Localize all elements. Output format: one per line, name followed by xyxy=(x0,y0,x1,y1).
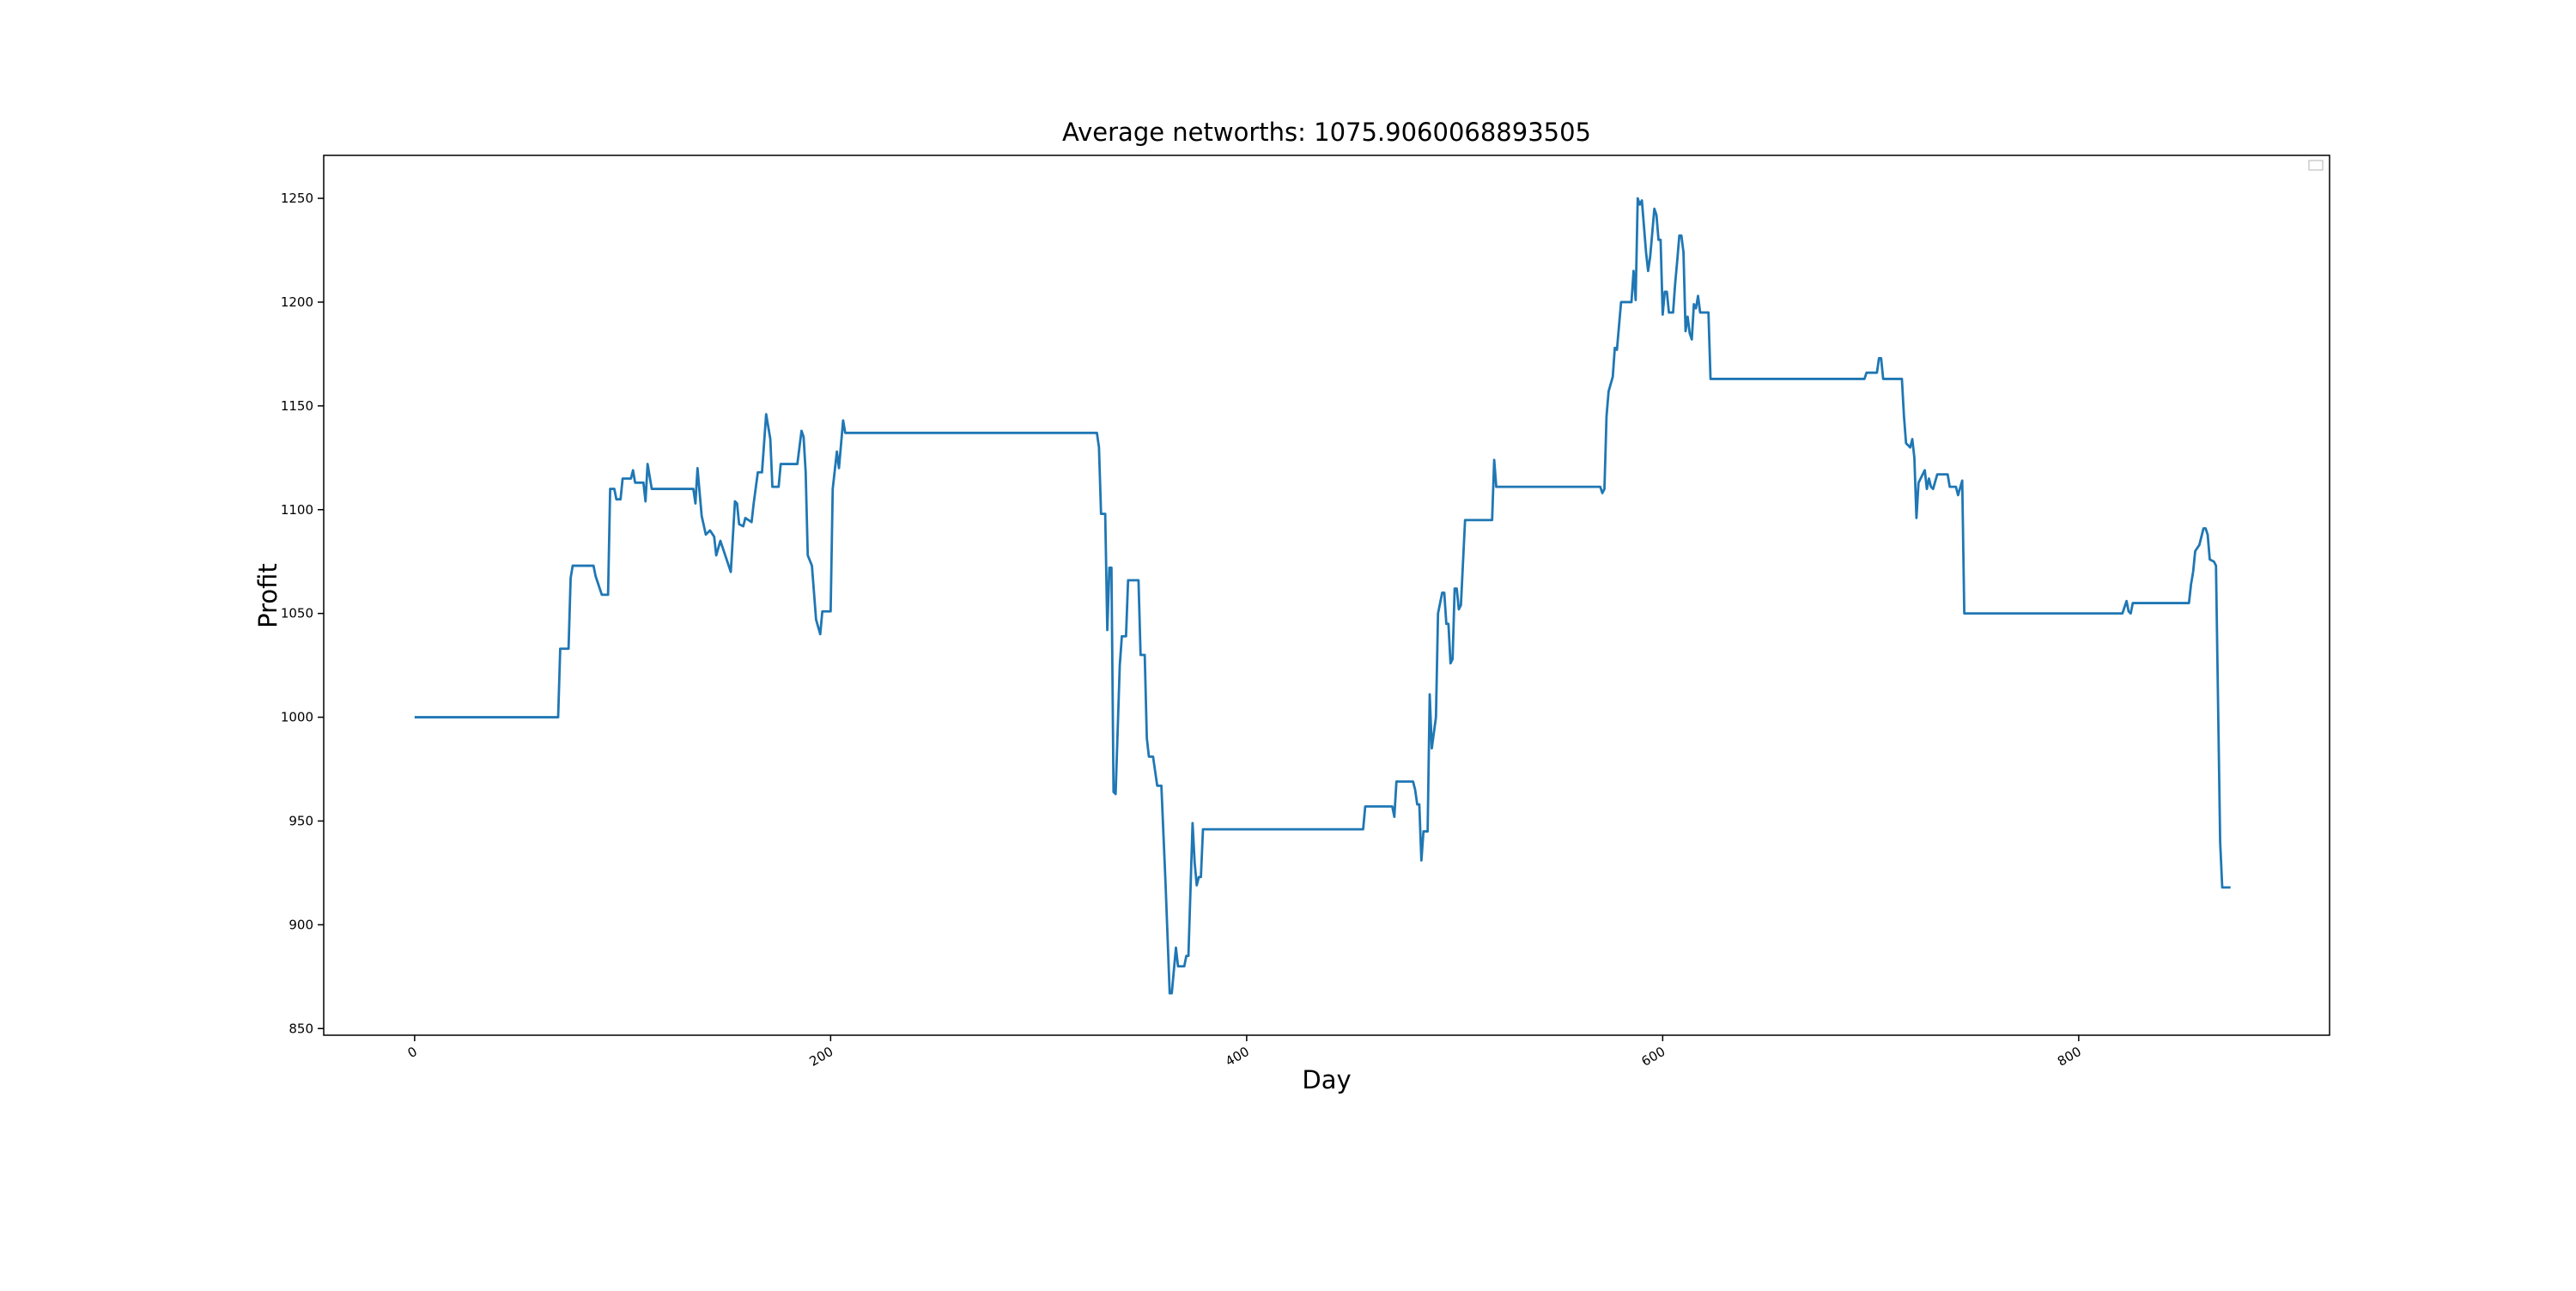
y-tick-label: 1200 xyxy=(281,294,313,310)
x-axis-label: Day xyxy=(1302,1065,1351,1094)
y-tick-label: 900 xyxy=(289,917,313,932)
legend-box xyxy=(2308,160,2324,171)
y-tick-label: 1000 xyxy=(281,710,313,725)
y-axis-label: Profit xyxy=(253,563,283,628)
y-tick-label: 1150 xyxy=(281,398,313,414)
y-tick-label: 950 xyxy=(289,813,313,828)
plot-frame xyxy=(323,155,2330,1036)
y-tick-label: 1050 xyxy=(281,606,313,621)
y-tick-label: 850 xyxy=(289,1021,313,1036)
y-tick-label: 1250 xyxy=(281,191,313,206)
data-line xyxy=(414,197,2231,995)
chart-title: Average networths: 1075.9060068893505 xyxy=(1062,118,1591,147)
y-tick-label: 1100 xyxy=(281,502,313,518)
